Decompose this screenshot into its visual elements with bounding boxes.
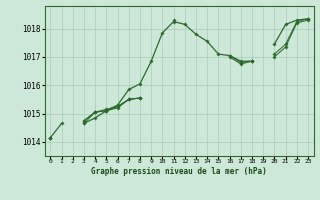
X-axis label: Graphe pression niveau de la mer (hPa): Graphe pression niveau de la mer (hPa) <box>91 167 267 176</box>
